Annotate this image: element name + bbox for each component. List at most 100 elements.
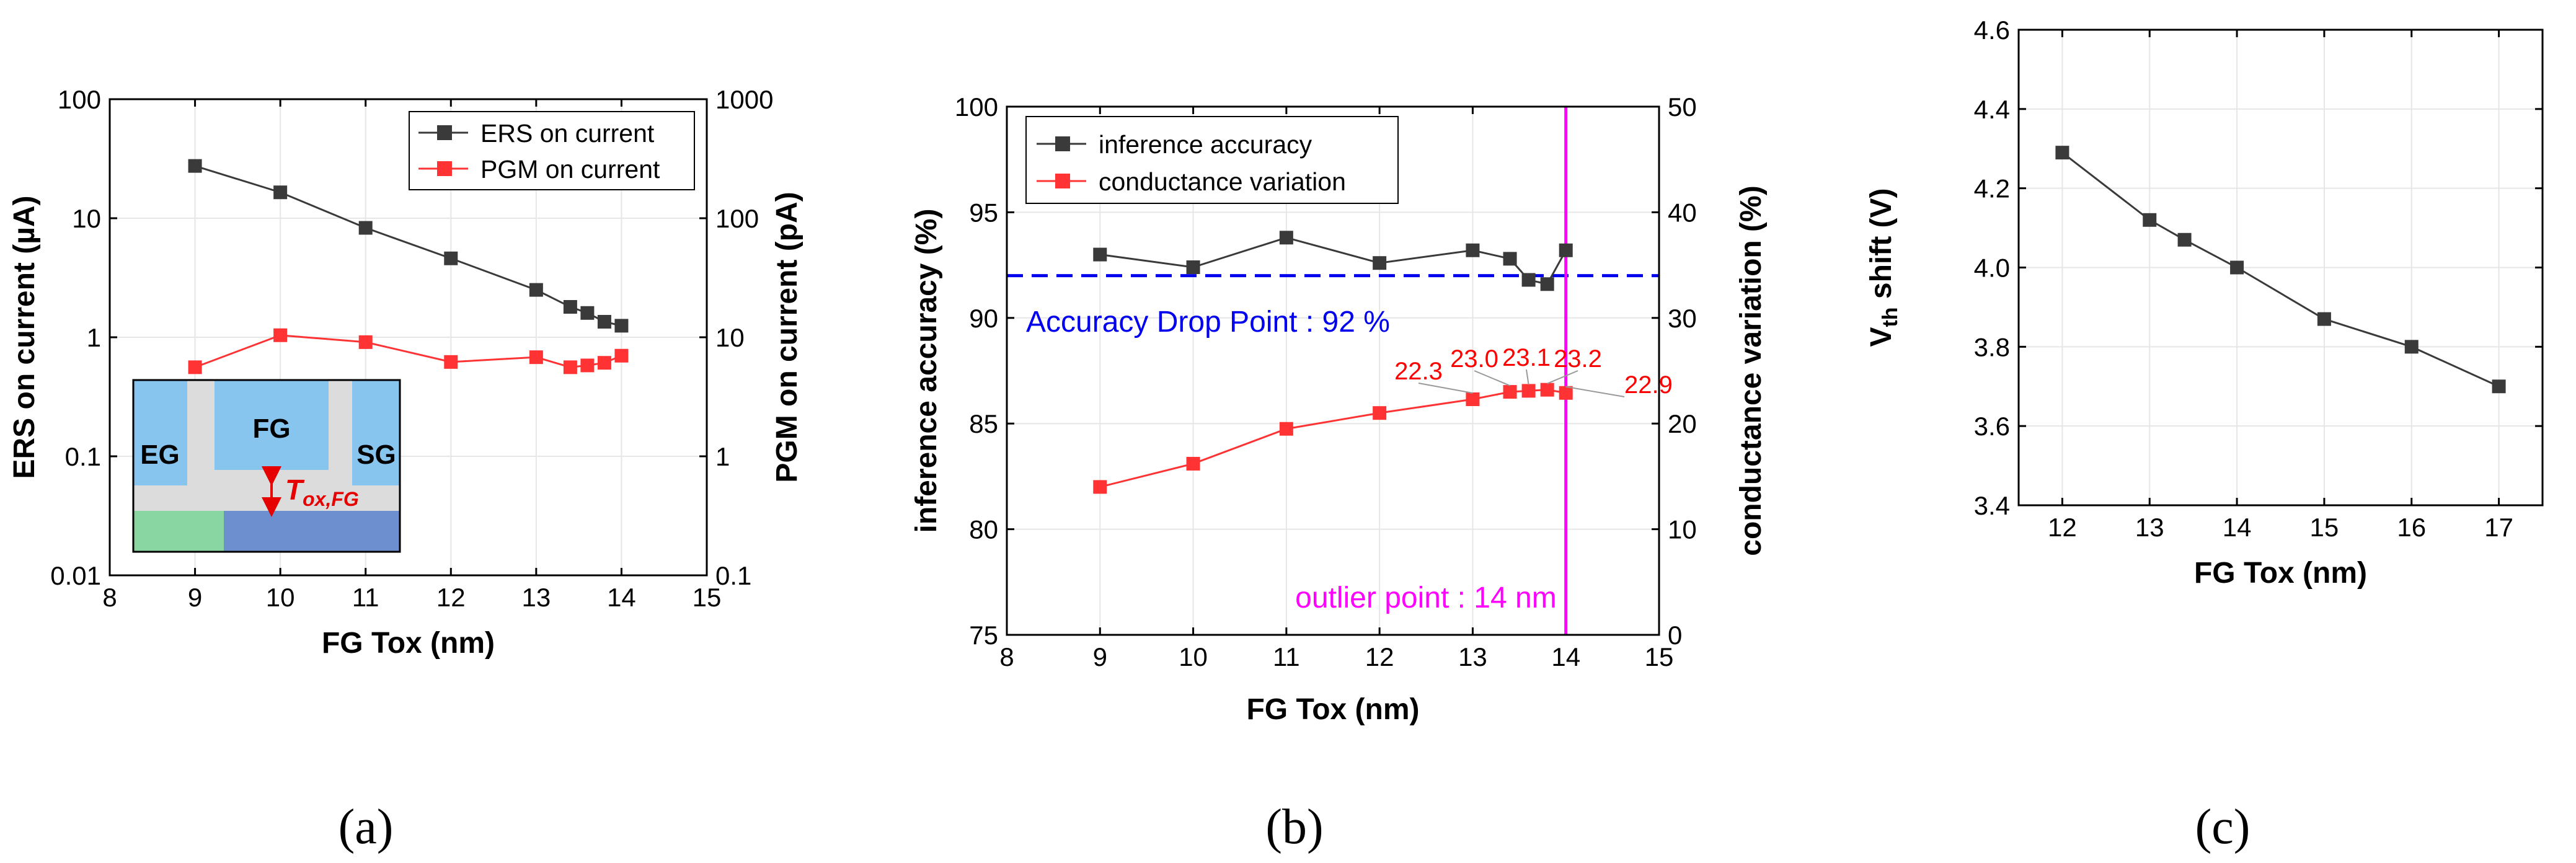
x-axis-label: FG Tox (nm) — [2194, 557, 2367, 590]
data-point — [188, 159, 202, 173]
y-axis-label-rest: shift (V) — [1865, 188, 1898, 307]
y-right-tick-label: 20 — [1668, 409, 1697, 438]
data-point — [563, 360, 577, 374]
panel-caption: (b) — [1265, 800, 1323, 854]
y-left-tick-label: 1 — [87, 323, 101, 352]
data-point — [597, 356, 611, 370]
inset-tox-main: T — [285, 474, 305, 506]
data-point — [2492, 379, 2506, 394]
x-tick-label: 13 — [1458, 642, 1487, 671]
panel-c-chart: 12 13 14 15 16 17 3.4 3.6 3.8 4.0 4.2 4.4 4.6 FG Tox … — [1865, 15, 2544, 854]
y-tick-label: 4.4 — [1974, 95, 2010, 124]
x-tick-label: 17 — [2484, 513, 2513, 542]
data-point — [580, 358, 595, 373]
y-left-axis-label: inference accuracy (%) — [910, 209, 943, 533]
x-tick-label: 8 — [102, 583, 117, 612]
panel-caption: (c) — [2195, 800, 2251, 854]
data-point — [2177, 232, 2192, 247]
x-tick-label: 12 — [1365, 642, 1394, 671]
data-point — [2230, 260, 2244, 275]
data-point — [1279, 422, 1293, 436]
inset-select-gate — [352, 380, 400, 485]
x-tick-label: 13 — [2135, 513, 2164, 542]
inset-floating-gate — [215, 380, 329, 470]
y-right-tick-label: 1 — [715, 442, 730, 471]
data-point — [1373, 256, 1387, 270]
inset-sg-label: SG — [356, 440, 396, 470]
x-tick-label: 14 — [2223, 513, 2252, 542]
panel-a-chart: 8 9 10 11 12 13 14 15 0.01 0.1 1 10 100 0.1 1 10 100 1000… — [8, 85, 803, 854]
y-tick-label: 3.8 — [1974, 332, 2010, 361]
x-tick-label: 12 — [2048, 513, 2077, 542]
x-tick-label: 15 — [693, 583, 722, 612]
series-line — [1099, 389, 1566, 488]
y-axis-label-sub: th — [1879, 307, 1902, 327]
data-point — [614, 348, 629, 363]
data-point — [529, 283, 543, 297]
y-left-tick-label: 85 — [969, 409, 998, 438]
inset-tox-label: Tox,FG — [285, 474, 359, 510]
data-label-leader — [1547, 370, 1578, 384]
data-point — [1521, 273, 1536, 287]
legend-swatch-marker — [437, 161, 452, 176]
x-axis-label: FG Tox (nm) — [322, 627, 495, 660]
data-point — [1466, 243, 1480, 257]
data-point — [563, 299, 577, 314]
data-point — [2055, 146, 2069, 160]
y-tick-label: 3.4 — [1974, 491, 2010, 520]
x-tick-label: 14 — [1551, 642, 1580, 671]
y-tick-label: 4.6 — [1974, 15, 2010, 45]
data-point — [1093, 247, 1107, 262]
y-left-axis-label: ERS on current (µA) — [8, 195, 41, 479]
y-left-tick-label: 0.1 — [65, 442, 101, 471]
data-point — [1373, 406, 1387, 420]
x-tick-label: 15 — [1645, 642, 1674, 671]
series-line — [195, 334, 622, 368]
inset-frame — [132, 379, 401, 553]
data-point — [444, 251, 458, 265]
data-point — [273, 185, 288, 200]
data-point — [444, 355, 458, 369]
legend-label: PGM on current — [480, 155, 660, 184]
y-left-tick-label: 75 — [969, 621, 998, 650]
data-point — [273, 328, 288, 342]
legend-swatch-marker — [1055, 136, 1070, 151]
panel-b-chart: 8 9 10 11 12 13 14 15 75 80 85 90 95 100 0 10 20 30 40 50 Ac… — [910, 92, 1768, 854]
inset-substrate-blue — [224, 511, 400, 552]
x-tick-label: 9 — [1093, 642, 1107, 671]
legend-box — [409, 111, 695, 190]
y-axis-label-main: V — [1865, 327, 1898, 347]
data-point — [614, 319, 629, 333]
data-point — [358, 335, 373, 349]
y-right-tick-label: 100 — [715, 204, 759, 233]
y-left-tick-label: 95 — [969, 198, 998, 227]
x-axis-label: FG Tox (nm) — [1246, 693, 1419, 726]
x-tick-label: 13 — [521, 583, 551, 612]
data-point — [1540, 383, 1554, 397]
y-right-tick-label: 0.1 — [715, 561, 751, 590]
y-left-tick-label: 90 — [969, 304, 998, 333]
outlier-label: outlier point : 14 nm — [1295, 582, 1557, 614]
data-point — [529, 350, 543, 365]
y-left-tick-label: 80 — [969, 515, 998, 544]
data-point — [1503, 252, 1517, 266]
panel-caption: (a) — [339, 800, 394, 854]
data-point — [2143, 213, 2157, 227]
y-axis-label: Vth shift (V) — [1865, 188, 1902, 347]
data-point — [1559, 386, 1573, 400]
data-point — [188, 360, 202, 374]
y-tick-label: 4.2 — [1974, 174, 2010, 203]
x-tick-label: 8 — [999, 642, 1014, 671]
legend-swatch-marker — [437, 125, 452, 140]
x-tick-label: 11 — [352, 583, 379, 612]
data-point — [1093, 480, 1107, 494]
data-point — [2404, 340, 2419, 354]
legend-label: conductance variation — [1099, 167, 1346, 196]
x-tick-label: 12 — [436, 583, 466, 612]
x-tick-label: 11 — [1273, 642, 1300, 671]
data-label-leader — [1418, 383, 1473, 394]
data-point — [1186, 260, 1200, 275]
legend-swatch-marker — [1055, 174, 1070, 188]
legend-label: ERS on current — [480, 119, 655, 148]
